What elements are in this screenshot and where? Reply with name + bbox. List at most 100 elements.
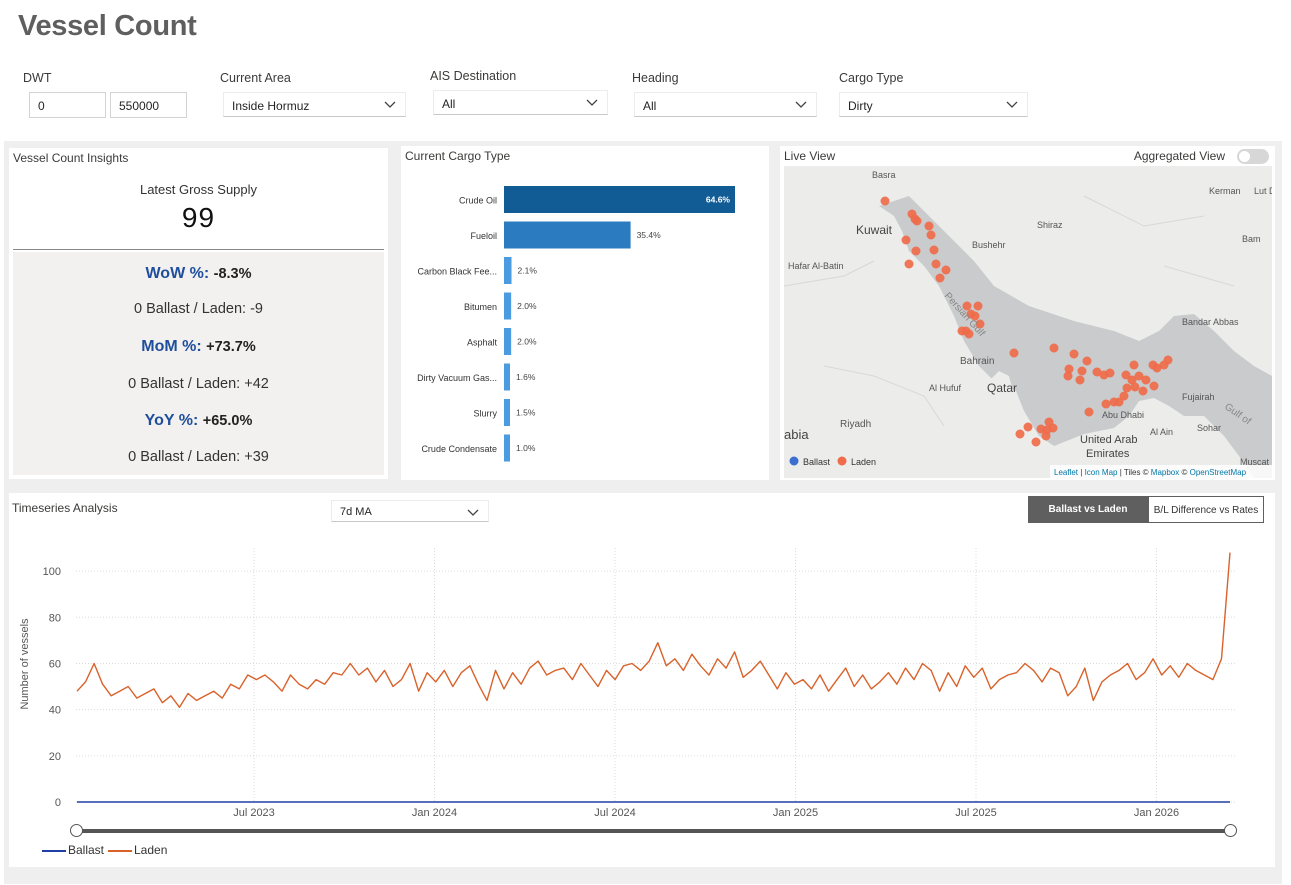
aggregated-view-toggle[interactable] [1237,149,1269,164]
map[interactable]: Basra Kuwait Shiraz Kerman Lut D Bam Bus… [784,166,1272,478]
bar[interactable] [504,292,512,320]
laden-vessel-marker[interactable] [1134,371,1144,381]
laden-vessel-marker[interactable] [1092,367,1102,377]
bar[interactable] [504,399,510,426]
laden-vessel-marker[interactable] [1105,368,1115,378]
laden-vessel-marker[interactable] [1129,360,1139,370]
toggle-knob [1239,151,1250,162]
ais-destination-dropdown[interactable]: All [433,90,608,115]
tab-ballast-vs-laden[interactable]: Ballast vs Laden [1028,496,1148,523]
bar-data-label: 2.0% [517,337,537,347]
laden-vessel-marker[interactable] [1122,383,1132,393]
laden-vessel-marker[interactable] [1082,356,1092,366]
laden-vessel-marker[interactable] [1159,360,1169,370]
cargo-type-dropdown[interactable]: Dirty [839,92,1028,117]
persian-gulf-water [879,196,1272,478]
laden-line-swatch [108,849,132,852]
heading-dropdown[interactable]: All [634,92,817,117]
laden-vessel-marker[interactable] [1141,375,1151,385]
cargo-chart-title: Current Cargo Type [405,149,511,163]
laden-vessel-marker[interactable] [964,329,974,339]
bar[interactable] [504,363,510,391]
chevron-down-icon [467,509,479,516]
map-label-kuwait: Kuwait [856,223,893,237]
laden-vessel-marker[interactable] [926,230,936,240]
laden-vessel-marker[interactable] [970,311,980,321]
map-label-bandar-abbas: Bandar Abbas [1182,317,1239,327]
bar[interactable] [504,434,510,462]
laden-vessel-marker[interactable] [912,216,922,226]
laden-vessel-marker[interactable] [1101,399,1111,409]
mom-metric: MoM %: +73.7% [9,338,388,356]
insights-title: Vessel Count Insights [13,151,129,165]
laden-vessel-marker[interactable] [957,326,967,336]
iconmap-link[interactable]: Icon Map [1085,468,1118,477]
slider-end-handle[interactable] [1224,824,1237,837]
bar-data-label: 1.5% [516,408,536,418]
laden-vessel-marker[interactable] [1077,366,1087,376]
bar[interactable] [504,221,631,249]
laden-vessel-marker[interactable] [1109,397,1119,407]
bar[interactable] [504,186,735,213]
current-area-dropdown[interactable]: Inside Hormuz [223,92,406,117]
gross-supply-label: Latest Gross Supply [139,182,258,197]
laden-vessel-marker[interactable] [1119,391,1129,401]
laden-vessel-marker[interactable] [1049,343,1059,353]
laden-vessel-marker[interactable] [901,235,911,245]
laden-vessel-marker[interactable] [1041,431,1051,441]
ts-legend-laden: Laden [134,843,168,857]
laden-vessel-marker[interactable] [1121,370,1131,380]
mom-sub: 0 Ballast / Laden: +42 [128,376,269,392]
laden-vessel-marker[interactable] [1130,382,1140,392]
laden-vessel-marker[interactable] [1069,349,1079,359]
laden-vessel-marker[interactable] [962,301,972,311]
slider-start-handle[interactable] [70,824,83,837]
laden-vessel-marker[interactable] [1127,375,1137,385]
dwt-max-input[interactable]: 550000 [110,92,187,118]
laden-vessel-marker[interactable] [924,221,934,231]
laden-vessel-marker[interactable] [1075,375,1085,385]
map-canvas[interactable]: Basra Kuwait Shiraz Kerman Lut D Bam Bus… [784,166,1272,478]
leaflet-link[interactable]: Leaflet [1054,468,1079,477]
laden-vessel-marker[interactable] [911,246,921,256]
laden-vessel-marker[interactable] [1063,371,1073,381]
laden-vessel-marker[interactable] [1036,424,1046,434]
laden-vessel-marker[interactable] [935,273,945,283]
bar-category-label: Carbon Black Fee... [417,267,497,277]
timeseries-card: Timeseries Analysis [9,493,1275,867]
mapbox-link[interactable]: Mapbox [1151,468,1179,477]
dwt-min-input[interactable]: 0 [29,92,106,118]
laden-vessel-marker[interactable] [1015,429,1025,439]
map-label-hafar: Hafar Al-Batin [788,261,844,271]
laden-vessel-marker[interactable] [975,319,985,329]
tab-bl-difference[interactable]: B/L Difference vs Rates [1148,496,1264,523]
laden-vessel-marker[interactable] [929,245,939,255]
bar[interactable] [504,257,512,284]
ma-dropdown[interactable]: 7d MA [331,500,489,522]
vessel-markers[interactable] [880,196,1173,447]
yoy-value: +65.0% [202,413,253,429]
map-label-uae: United Arab [1080,434,1137,446]
osm-link[interactable]: OpenStreetMap [1190,468,1247,477]
bar[interactable] [504,328,512,355]
coast-lines [784,195,1235,427]
laden-vessel-marker[interactable] [880,196,890,206]
laden-vessel-marker[interactable] [1023,422,1033,432]
date-range-slider[interactable] [76,829,1230,833]
laden-vessel-marker[interactable] [1009,348,1019,358]
laden-vessel-marker[interactable] [1149,381,1159,391]
cargo-chart-card: Current Cargo Type Crude Oil 64.6% Fueloil… [401,146,769,480]
laden-vessel-marker[interactable] [941,265,951,275]
laden-vessel-marker[interactable] [1064,364,1074,374]
laden-vessel-marker[interactable] [904,259,914,269]
laden-vessel-marker[interactable] [1031,437,1041,447]
map-label-kerman: Kerman [1209,186,1241,196]
laden-vessel-marker[interactable] [973,301,983,311]
map-label-fujairah: Fujairah [1182,392,1215,402]
laden-vessel-marker[interactable] [931,259,941,269]
laden-vessel-marker[interactable] [1084,407,1094,417]
laden-vessel-marker[interactable] [1138,386,1148,396]
bar-category-label: Asphalt [467,338,498,348]
laden-vessel-marker[interactable] [1152,363,1162,373]
